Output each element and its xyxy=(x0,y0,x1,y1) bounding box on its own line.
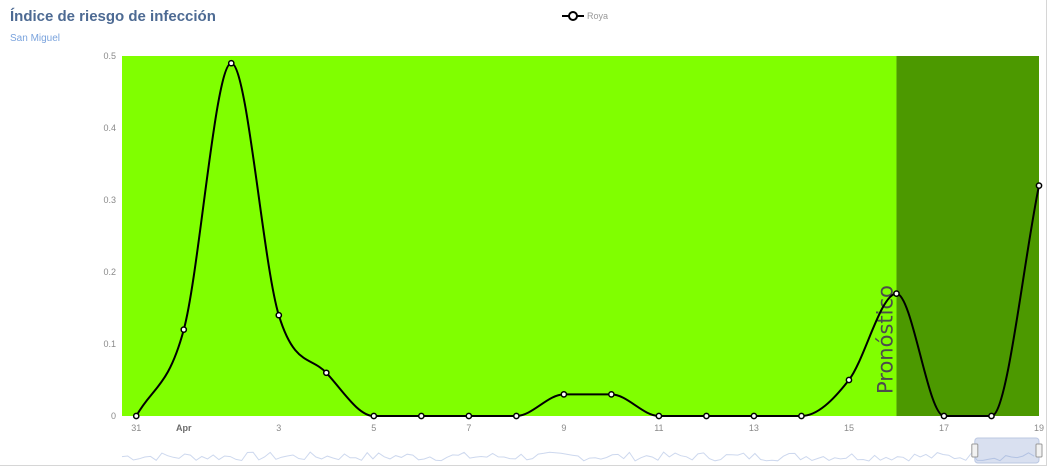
data-point[interactable] xyxy=(893,290,900,297)
x-tick-label: 5 xyxy=(371,423,376,433)
data-point[interactable] xyxy=(845,376,853,384)
navigator-series xyxy=(121,451,1035,462)
data-point[interactable] xyxy=(608,391,615,398)
x-tick-label: 3 xyxy=(276,423,281,433)
y-tick-label: 0 xyxy=(111,411,116,421)
x-tick-label: 31 xyxy=(131,423,141,433)
y-tick-label: 0.5 xyxy=(103,51,116,61)
x-tick-label: 11 xyxy=(654,423,663,433)
data-point[interactable] xyxy=(988,412,995,420)
x-tick-label: 15 xyxy=(844,423,854,433)
data-point[interactable] xyxy=(322,369,330,377)
x-tick-label: 7 xyxy=(466,423,471,433)
x-tick-label: Apr xyxy=(176,423,192,433)
data-point[interactable] xyxy=(940,412,948,420)
data-point[interactable] xyxy=(132,412,140,420)
y-tick-label: 0.2 xyxy=(103,267,116,277)
y-tick-label: 0.4 xyxy=(103,123,116,133)
x-tick-label: 9 xyxy=(561,423,566,433)
legend-line-marker-icon xyxy=(562,10,584,22)
data-point[interactable] xyxy=(560,391,568,398)
chart-subtitle: San Miguel xyxy=(10,33,61,44)
chart-title: Índice de riesgo de infección xyxy=(10,8,216,25)
plot-band-0 xyxy=(122,56,897,416)
y-tick-label: 0.1 xyxy=(103,339,116,349)
legend-item-roya[interactable]: Roya xyxy=(562,10,608,22)
data-point[interactable] xyxy=(703,412,710,420)
x-tick-label: 19 xyxy=(1034,423,1044,433)
y-tick-label: 0.3 xyxy=(103,195,116,205)
data-point[interactable] xyxy=(655,412,663,420)
legend-label: Roya xyxy=(587,11,609,21)
data-point[interactable] xyxy=(465,412,473,420)
x-tick-label: 17 xyxy=(939,423,949,433)
data-point[interactable] xyxy=(513,412,520,420)
data-point[interactable] xyxy=(1035,182,1043,189)
data-point[interactable] xyxy=(750,412,758,420)
navigator[interactable] xyxy=(121,437,1043,464)
data-point[interactable] xyxy=(798,412,805,420)
navigator-handle-left[interactable] xyxy=(971,443,979,458)
data-point[interactable] xyxy=(417,412,425,420)
plot-band-1 xyxy=(896,56,1039,416)
data-point[interactable] xyxy=(180,326,188,333)
navigator-handle-right[interactable] xyxy=(1035,443,1043,458)
navigator-selection[interactable] xyxy=(974,437,1040,464)
x-tick-label: 13 xyxy=(749,423,759,433)
data-point[interactable] xyxy=(275,311,283,319)
data-point[interactable] xyxy=(370,412,378,420)
data-point[interactable] xyxy=(227,59,235,67)
